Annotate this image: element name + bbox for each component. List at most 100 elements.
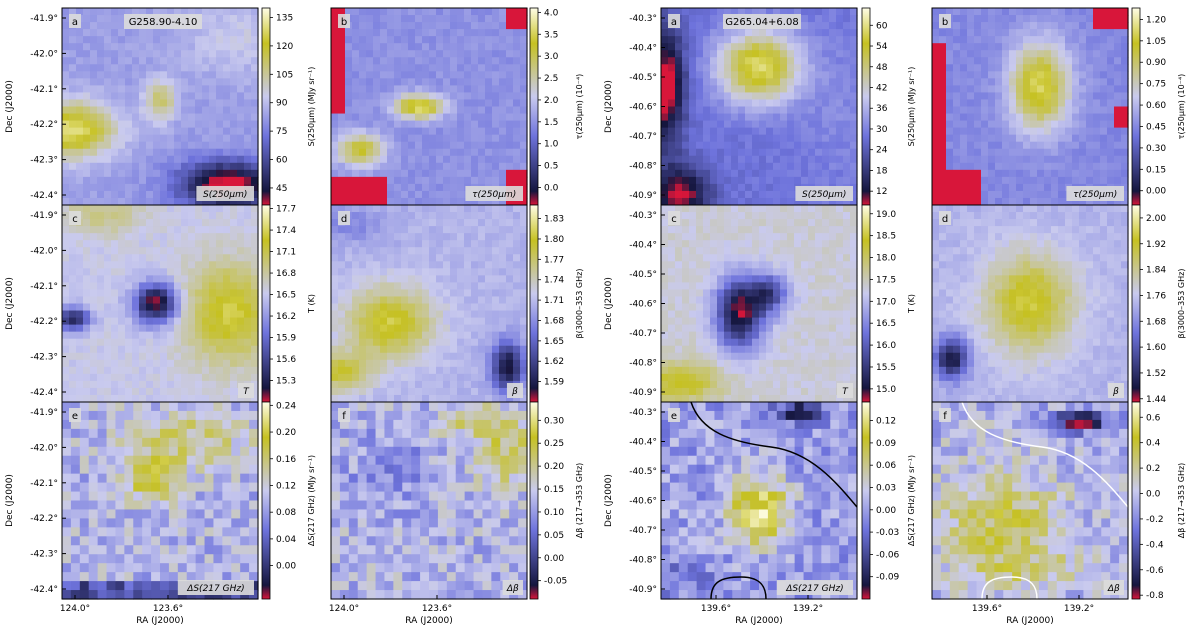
heatmap-cell xyxy=(415,345,423,354)
heatmap-cell xyxy=(216,226,224,234)
heatmap-cell xyxy=(352,324,360,333)
heatmap-cell xyxy=(387,240,395,248)
heatmap-cell xyxy=(710,99,718,108)
field-label: G258.90-4.10 xyxy=(129,17,198,28)
heatmap-cell xyxy=(401,247,409,255)
heatmap-cell xyxy=(104,261,112,269)
heatmap-cell xyxy=(401,240,409,248)
heatmap-cell xyxy=(151,419,161,430)
heatmap-cell xyxy=(492,43,500,51)
heatmap-cell xyxy=(401,212,409,220)
heatmap-cell xyxy=(133,590,143,600)
heatmap-cell xyxy=(146,155,154,164)
heatmap-cell xyxy=(437,500,448,511)
heatmap-cell xyxy=(478,226,486,234)
heatmap-cell xyxy=(352,296,360,305)
heatmap-cell xyxy=(90,85,98,94)
heatmap-cell xyxy=(387,338,395,347)
heatmap-cell xyxy=(195,197,203,206)
heatmap-cell xyxy=(251,359,259,368)
heatmap-cell xyxy=(251,366,259,375)
heatmap-cell xyxy=(710,127,718,136)
heatmap-cell xyxy=(104,345,112,354)
heatmap-cell xyxy=(675,183,683,192)
heatmap-cell xyxy=(125,71,133,79)
heatmap-cell xyxy=(118,29,126,37)
heatmap-cell xyxy=(188,113,196,122)
heatmap-cell xyxy=(506,92,514,101)
heatmap-cell xyxy=(482,581,492,591)
heatmap-cell xyxy=(464,22,472,30)
heatmap-cell xyxy=(520,373,528,382)
heatmap-cell xyxy=(520,240,528,248)
heatmap-cell xyxy=(394,282,402,291)
heatmap-cell xyxy=(780,64,788,72)
heatmap-cell xyxy=(436,338,444,347)
heatmap-cell xyxy=(422,303,430,312)
heatmap-cell xyxy=(485,366,493,375)
heatmap-cell xyxy=(188,296,196,305)
heatmap-cell xyxy=(76,36,84,44)
heatmap-cell xyxy=(76,29,84,37)
heatmap-cell xyxy=(132,359,140,368)
heatmap-cell xyxy=(668,85,676,94)
heatmap-cell xyxy=(668,155,676,164)
heatmap-cell xyxy=(773,155,781,164)
heatmap-cell xyxy=(230,127,238,136)
heatmap-cell xyxy=(132,176,140,185)
heatmap-cell xyxy=(408,373,416,382)
heatmap-cell xyxy=(499,338,507,347)
heatmap-cell xyxy=(394,113,402,122)
heatmap-cell xyxy=(415,331,423,340)
heatmap-cell xyxy=(331,446,341,457)
heatmap-cell xyxy=(491,518,501,528)
heatmap-cell xyxy=(345,8,353,16)
heatmap-cell xyxy=(62,491,72,502)
heatmap-cell xyxy=(195,29,203,37)
panel-letter: b xyxy=(341,17,347,28)
heatmap-cell xyxy=(668,36,676,44)
heatmap-cell xyxy=(384,527,394,537)
heatmap-cell xyxy=(471,303,479,312)
heatmap-cell xyxy=(237,303,245,312)
heatmap-cell xyxy=(499,57,507,65)
heatmap-cell xyxy=(520,162,528,171)
heatmap-cell xyxy=(500,509,510,519)
heatmap-cell xyxy=(204,563,215,573)
heatmap-cell xyxy=(492,352,500,361)
heatmap-cell xyxy=(520,380,528,389)
heatmap-cell xyxy=(506,78,514,86)
heatmap-cell xyxy=(401,261,409,269)
heatmap-cell xyxy=(118,176,126,185)
heatmap-cell xyxy=(352,106,360,115)
heatmap-cell xyxy=(125,85,133,94)
heatmap-cell xyxy=(394,71,402,79)
heatmap-cell xyxy=(216,176,224,185)
heatmap-cell xyxy=(801,155,809,164)
heatmap-cell xyxy=(520,205,528,213)
heatmap-cell xyxy=(464,240,472,248)
heatmap-cell xyxy=(387,155,395,164)
heatmap-cell xyxy=(429,22,437,30)
heatmap-cell xyxy=(500,428,510,439)
heatmap-cell xyxy=(689,176,697,185)
heatmap-cell xyxy=(499,317,507,326)
heatmap-cell xyxy=(485,317,493,326)
heatmap-cell xyxy=(491,572,501,582)
heatmap-cell xyxy=(181,29,189,37)
heatmap-cell xyxy=(429,15,437,23)
heatmap-cell xyxy=(450,85,458,94)
heatmap-cell xyxy=(752,141,760,150)
heatmap-cell xyxy=(97,127,105,136)
quantity-label: S(250μm) xyxy=(203,190,247,200)
heatmap-cell xyxy=(132,8,140,16)
heatmap-cell xyxy=(115,419,125,430)
heatmap-cell xyxy=(181,226,189,234)
heatmap-cell xyxy=(174,275,182,283)
heatmap-cell xyxy=(408,176,416,185)
heatmap-cell xyxy=(780,78,788,86)
heatmap-cell xyxy=(387,324,395,333)
heatmap-cell xyxy=(69,120,77,129)
heatmap-cell xyxy=(689,8,697,16)
